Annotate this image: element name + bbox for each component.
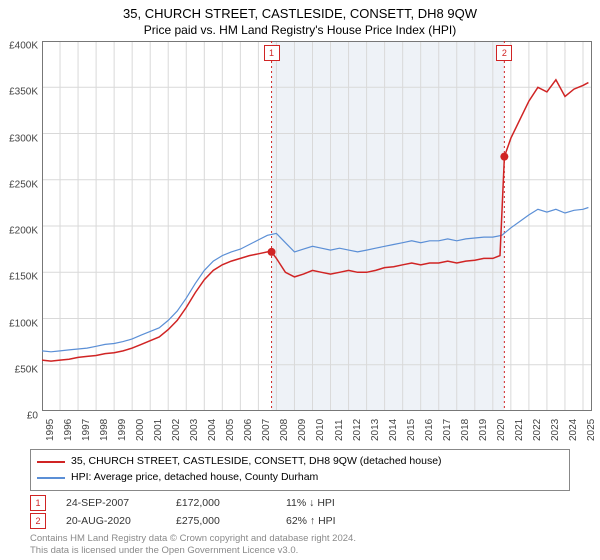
- x-tick-label: 2024: [568, 419, 579, 441]
- x-tick-label: 1996: [63, 419, 74, 441]
- x-tick-label: 2020: [496, 419, 507, 441]
- copyright: Contains HM Land Registry data © Crown c…: [30, 533, 570, 558]
- y-tick-label: £0: [27, 411, 38, 422]
- sale-date: 20-AUG-2020: [66, 515, 156, 527]
- legend-label-property: 35, CHURCH STREET, CASTLESIDE, CONSETT, …: [71, 454, 442, 470]
- y-tick-label: £350K: [9, 87, 38, 98]
- y-tick-label: £150K: [9, 272, 38, 283]
- x-tick-label: 2023: [550, 419, 561, 441]
- x-tick-label: 2007: [261, 419, 272, 441]
- copyright-line1: Contains HM Land Registry data © Crown c…: [30, 533, 570, 545]
- sale-delta: 11% ↓ HPI: [286, 497, 376, 509]
- x-tick-label: 1999: [117, 419, 128, 441]
- chart-title: 35, CHURCH STREET, CASTLESIDE, CONSETT, …: [0, 0, 600, 21]
- x-tick-label: 2021: [514, 419, 525, 441]
- x-tick-label: 2003: [189, 419, 200, 441]
- y-tick-label: £250K: [9, 179, 38, 190]
- y-axis-labels: £0£50K£100K£150K£200K£250K£300K£350K£400…: [0, 46, 40, 416]
- x-tick-label: 2014: [388, 419, 399, 441]
- x-tick-label: 2011: [334, 419, 345, 441]
- chart-plot-area: 12: [42, 41, 592, 411]
- x-tick-label: 2000: [135, 419, 146, 441]
- x-tick-label: 1995: [45, 419, 56, 441]
- chart-subtitle: Price paid vs. HM Land Registry's House …: [0, 21, 600, 41]
- y-tick-label: £400K: [9, 41, 38, 52]
- sale-price: £172,000: [176, 497, 266, 509]
- y-tick-label: £100K: [9, 318, 38, 329]
- y-tick-label: £300K: [9, 133, 38, 144]
- sales-table: 1 24-SEP-2007 £172,000 11% ↓ HPI 2 20-AUG-202…: [30, 495, 570, 529]
- x-tick-label: 2006: [243, 419, 254, 441]
- x-tick-label: 2017: [442, 419, 453, 441]
- x-tick-label: 2004: [207, 419, 218, 441]
- legend-swatch-hpi: [37, 477, 65, 479]
- sale-date: 24-SEP-2007: [66, 497, 156, 509]
- x-tick-label: 2009: [297, 419, 308, 441]
- sale-row: 2 20-AUG-2020 £275,000 62% ↑ HPI: [30, 513, 570, 529]
- x-tick-label: 2019: [478, 419, 489, 441]
- legend-label-hpi: HPI: Average price, detached house, Coun…: [71, 470, 318, 486]
- chart-sale-marker: 1: [264, 45, 280, 61]
- chart-sale-marker: 2: [496, 45, 512, 61]
- legend: 35, CHURCH STREET, CASTLESIDE, CONSETT, …: [30, 449, 570, 491]
- x-tick-label: 2002: [171, 419, 182, 441]
- x-tick-label: 2013: [370, 419, 381, 441]
- x-tick-label: 2012: [352, 419, 363, 441]
- y-tick-label: £200K: [9, 226, 38, 237]
- x-tick-label: 2001: [153, 419, 164, 441]
- sale-price: £275,000: [176, 515, 266, 527]
- chart-container: 35, CHURCH STREET, CASTLESIDE, CONSETT, …: [0, 0, 600, 560]
- sale-row: 1 24-SEP-2007 £172,000 11% ↓ HPI: [30, 495, 570, 511]
- x-tick-label: 2018: [460, 419, 471, 441]
- x-tick-label: 2010: [315, 419, 326, 441]
- legend-item-hpi: HPI: Average price, detached house, Coun…: [37, 470, 563, 486]
- copyright-line2: This data is licensed under the Open Gov…: [30, 545, 570, 557]
- sale-marker: 2: [30, 513, 46, 529]
- y-tick-label: £50K: [15, 364, 38, 375]
- x-tick-label: 1998: [99, 419, 110, 441]
- x-tick-label: 2008: [279, 419, 290, 441]
- chart-svg: [42, 41, 592, 411]
- x-tick-label: 2022: [532, 419, 543, 441]
- sale-delta: 62% ↑ HPI: [286, 515, 376, 527]
- x-tick-label: 1997: [81, 419, 92, 441]
- legend-swatch-property: [37, 461, 65, 463]
- x-tick-label: 2005: [225, 419, 236, 441]
- x-axis-labels: 1995 1996 1997 1998 1999 2000 2001 2002 2003 2004…: [42, 411, 592, 445]
- sale-marker: 1: [30, 495, 46, 511]
- x-tick-label: 2025: [586, 419, 597, 441]
- x-tick-label: 2016: [424, 419, 435, 441]
- x-tick-label: 2015: [406, 419, 417, 441]
- legend-item-property: 35, CHURCH STREET, CASTLESIDE, CONSETT, …: [37, 454, 563, 470]
